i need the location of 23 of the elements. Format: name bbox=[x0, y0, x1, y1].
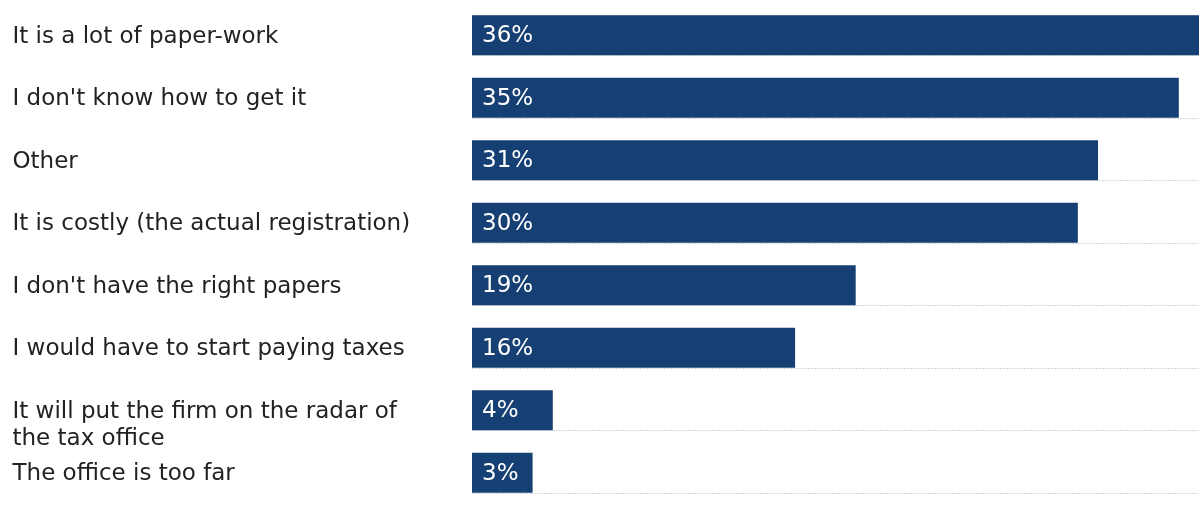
y-tick-label: I would have to start paying taxes bbox=[12, 334, 405, 361]
data-label: 19% bbox=[482, 271, 534, 298]
data-label: 30% bbox=[482, 208, 534, 235]
y-tick-label: I don't know how to get it bbox=[12, 84, 307, 111]
bar bbox=[472, 265, 856, 306]
data-label: 35% bbox=[482, 83, 534, 110]
bar bbox=[472, 390, 553, 431]
y-tick-label: Other bbox=[12, 146, 79, 173]
data-label: 36% bbox=[482, 21, 534, 48]
data-label: 3% bbox=[482, 458, 519, 485]
bar bbox=[472, 140, 1099, 181]
y-tick-label: It is a lot of paper-work bbox=[12, 21, 280, 48]
data-label: 16% bbox=[482, 333, 534, 360]
y-tick-label: The office is too far bbox=[11, 459, 236, 486]
y-tick-label: It is costly (the actual registration) bbox=[12, 209, 411, 236]
data-label: 4% bbox=[482, 396, 519, 423]
y-tick-label: It will put the firm on the radar of the tax office bbox=[12, 396, 398, 450]
bar bbox=[472, 202, 1078, 243]
bar bbox=[472, 77, 1179, 118]
y-tick-label: I don't have the right papers bbox=[12, 271, 342, 298]
bar bbox=[472, 327, 796, 368]
data-label: 31% bbox=[482, 146, 534, 173]
bar bbox=[472, 15, 1199, 56]
